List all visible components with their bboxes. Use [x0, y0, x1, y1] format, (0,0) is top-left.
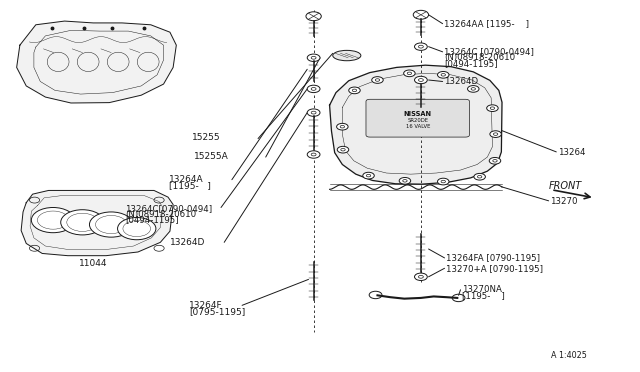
Text: 13264AA [1195-    ]: 13264AA [1195- ] [444, 19, 529, 28]
Circle shape [349, 87, 360, 94]
Circle shape [311, 111, 316, 114]
Text: [0494-1195]: [0494-1195] [125, 216, 179, 225]
Circle shape [366, 174, 371, 177]
Circle shape [419, 275, 423, 278]
Circle shape [415, 76, 428, 84]
Text: NISSAN: NISSAN [404, 111, 432, 117]
Circle shape [118, 218, 156, 240]
Text: 13264C [0790-0494]: 13264C [0790-0494] [444, 47, 534, 56]
Text: 16 VALVE: 16 VALVE [406, 124, 430, 129]
Circle shape [441, 180, 445, 183]
Circle shape [61, 210, 104, 235]
Polygon shape [21, 190, 173, 256]
Text: 13264: 13264 [557, 148, 585, 157]
Circle shape [415, 273, 428, 280]
Text: 11044: 11044 [79, 259, 108, 268]
Polygon shape [17, 21, 176, 103]
Text: (N)08918-20610: (N)08918-20610 [125, 210, 196, 219]
Circle shape [490, 131, 501, 137]
Circle shape [407, 72, 412, 75]
Circle shape [493, 160, 497, 162]
Text: 13270: 13270 [550, 197, 577, 206]
Circle shape [307, 54, 320, 61]
Text: [1195-   ]: [1195- ] [169, 181, 211, 190]
Circle shape [311, 57, 316, 59]
Circle shape [372, 77, 383, 83]
Text: 13264A: 13264A [169, 175, 204, 184]
Circle shape [307, 85, 320, 93]
Circle shape [404, 70, 415, 77]
Circle shape [399, 177, 411, 184]
Text: 13264F: 13264F [189, 301, 223, 310]
Circle shape [438, 71, 449, 78]
Circle shape [486, 105, 498, 112]
Circle shape [490, 107, 495, 109]
Circle shape [363, 172, 374, 179]
Circle shape [341, 148, 345, 151]
Text: [0795-1195]: [0795-1195] [189, 307, 245, 316]
Circle shape [438, 178, 449, 185]
Circle shape [477, 176, 482, 178]
Text: A 1:4025: A 1:4025 [551, 351, 587, 360]
Text: 13264D: 13264D [170, 238, 205, 247]
FancyBboxPatch shape [366, 99, 469, 137]
Circle shape [471, 88, 476, 90]
Circle shape [352, 89, 356, 92]
Circle shape [441, 74, 445, 76]
Circle shape [340, 125, 344, 128]
Text: 13264C[0790-0494]: 13264C[0790-0494] [125, 204, 212, 213]
Text: 15255: 15255 [192, 133, 221, 142]
Circle shape [403, 180, 407, 182]
Text: [1195-    ]: [1195- ] [462, 291, 504, 300]
Text: (N)08918-20610: (N)08918-20610 [444, 53, 515, 62]
Circle shape [375, 79, 380, 81]
Text: [0494-1195]: [0494-1195] [444, 59, 497, 68]
Text: FRONT: FRONT [548, 181, 582, 191]
Text: 13270NA: 13270NA [462, 285, 502, 294]
Circle shape [31, 208, 75, 233]
Circle shape [413, 10, 429, 19]
Circle shape [337, 146, 349, 153]
Circle shape [467, 86, 479, 92]
Text: 13270+A [0790-1195]: 13270+A [0790-1195] [446, 264, 543, 273]
Circle shape [489, 157, 500, 164]
Circle shape [419, 78, 423, 81]
Text: SR20DE: SR20DE [407, 118, 428, 123]
Circle shape [306, 12, 321, 21]
Circle shape [90, 212, 133, 237]
Circle shape [307, 151, 320, 158]
Circle shape [311, 153, 316, 156]
Polygon shape [330, 65, 502, 184]
Circle shape [307, 109, 320, 116]
Text: 15255A: 15255A [193, 152, 228, 161]
Ellipse shape [333, 50, 361, 61]
Circle shape [419, 45, 423, 48]
Circle shape [493, 133, 498, 135]
Circle shape [337, 124, 348, 130]
Text: 13264FA [0790-1195]: 13264FA [0790-1195] [446, 253, 540, 262]
Text: 13264D: 13264D [444, 77, 478, 86]
Circle shape [311, 87, 316, 90]
Circle shape [474, 173, 485, 180]
Circle shape [415, 43, 428, 50]
